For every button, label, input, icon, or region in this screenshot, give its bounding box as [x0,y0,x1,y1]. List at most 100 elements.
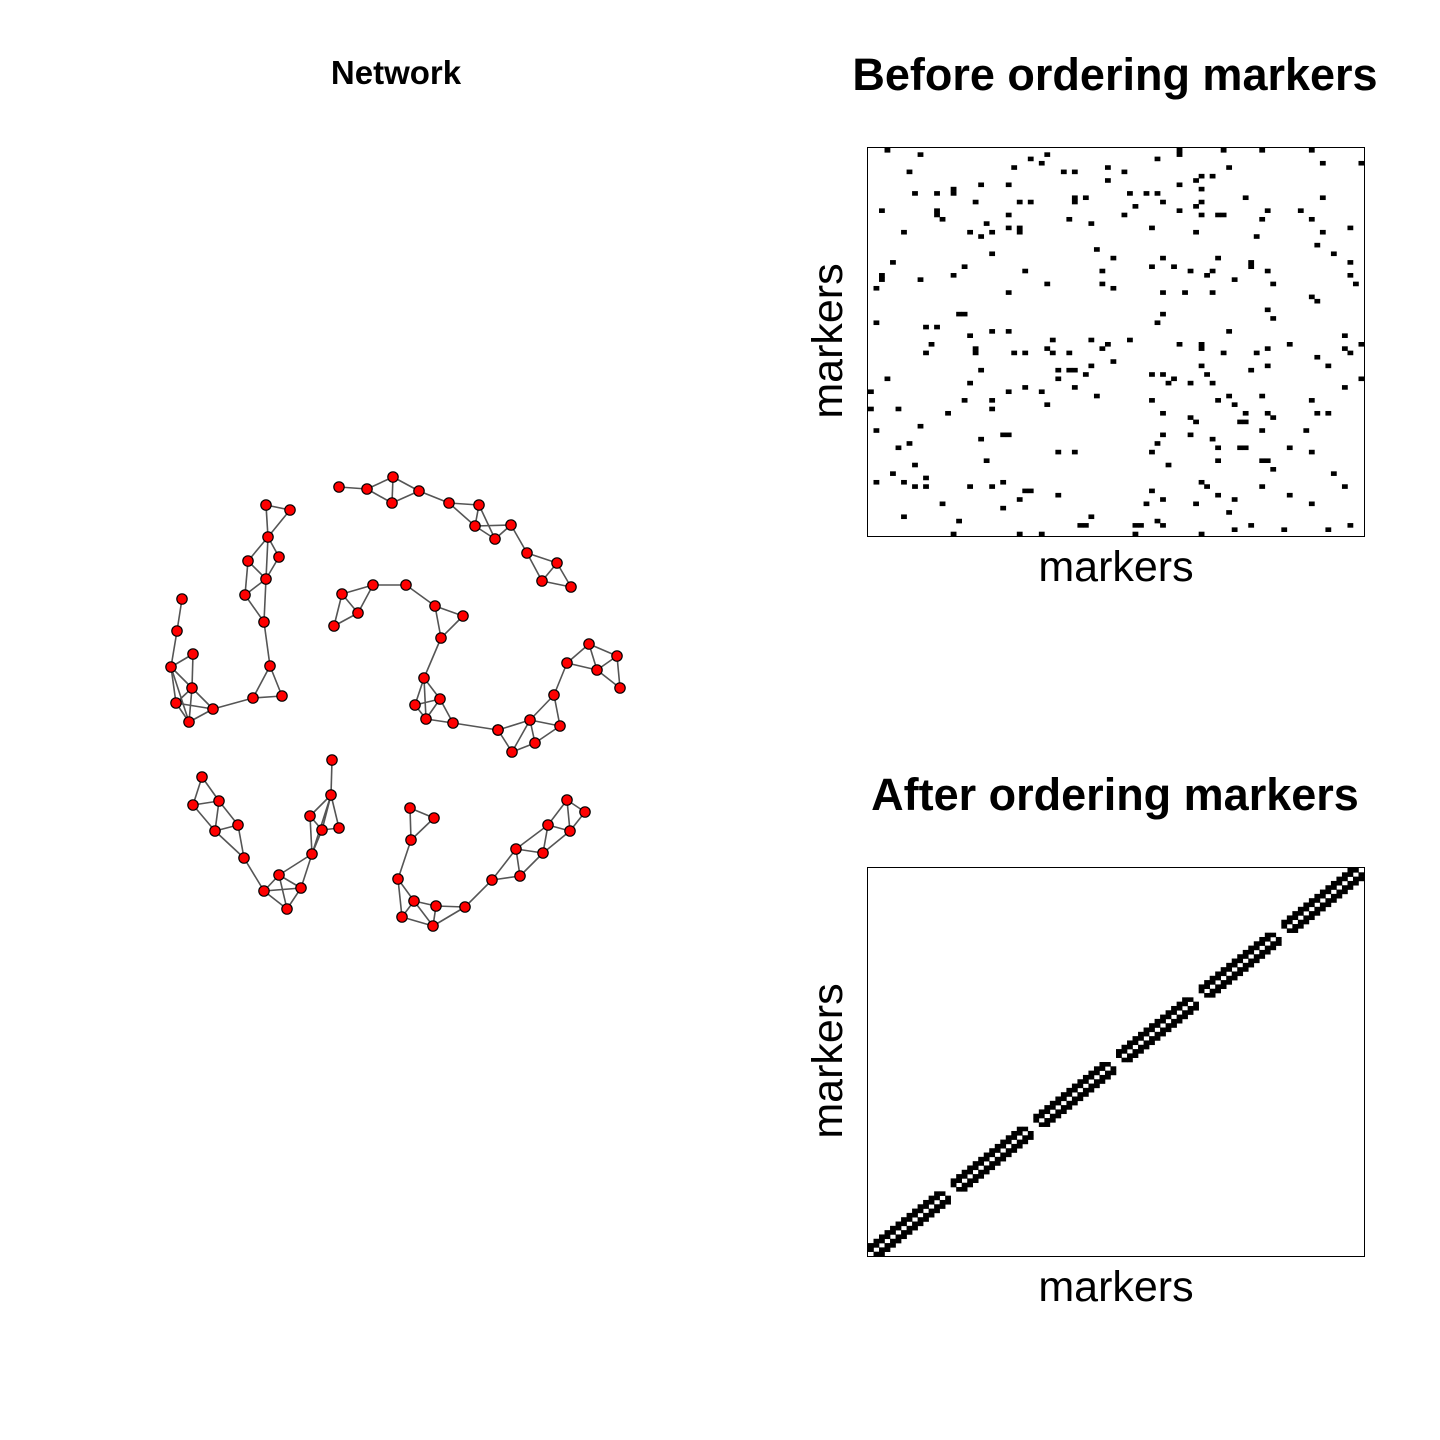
heatmap-cell [1325,889,1332,895]
heatmap-cell [1016,229,1023,235]
heatmap-cell [1259,949,1266,955]
heatmap-cell [1160,311,1166,317]
heatmap-cell [1358,160,1365,166]
heatmap-cell [1138,1031,1144,1037]
heatmap-cell [1253,954,1260,959]
heatmap-cell [1060,169,1067,175]
heatmap-cell [1066,216,1073,222]
heatmap-cell [1121,1057,1128,1063]
heatmap-cell [1215,255,1222,261]
network-graph [165,471,626,932]
heatmap-cell [1099,1079,1106,1084]
heatmap-cell [873,285,880,291]
heatmap-cell [1154,191,1161,196]
heatmap-cell [989,1161,996,1166]
heatmap-cell [978,1174,985,1179]
heatmap-cell [901,1217,907,1222]
network-node [551,557,563,569]
network-node [396,911,408,923]
heatmap-cell [1082,523,1089,528]
heatmap-cell [1055,492,1062,498]
network-node [447,717,459,729]
heatmap-cell [1209,436,1216,442]
heatmap-cell [1022,1139,1029,1145]
heatmap-cell [1248,949,1255,955]
network-node [262,531,274,543]
heatmap-cell [1077,1083,1084,1089]
network-edge [511,719,531,753]
heatmap-cell [1138,523,1144,528]
heatmap-cell [1000,1152,1007,1158]
network-edge [397,839,412,880]
heatmap-cell [917,1221,924,1227]
heatmap-cell [989,1152,996,1158]
network-node [207,703,219,715]
heatmap-cell [1220,971,1227,977]
heatmap-cell [1116,1049,1122,1054]
heatmap-cell [1341,346,1348,351]
heatmap-cell [1226,510,1233,515]
heatmap-cell [1049,1105,1056,1110]
heatmap-cell [1171,1018,1177,1024]
network-node [537,847,549,859]
heatmap-cell [1038,160,1045,166]
heatmap-cell [1259,941,1266,946]
heatmap-cell [1027,488,1034,494]
heatmap-cell [1297,924,1304,929]
heatmap-cell [1082,195,1089,201]
heatmap-cell [1154,1036,1161,1041]
network-node [187,799,199,811]
heatmap-cell [1038,389,1045,395]
heatmap-cell [895,1234,902,1240]
heatmap-cell [994,1143,1001,1149]
heatmap-cell [1022,1126,1029,1132]
after-plot-frame [867,867,1365,1257]
network-node [171,625,183,637]
heatmap-cell [1204,484,1210,489]
heatmap-cell [1121,1044,1128,1050]
heatmap-cell [961,398,968,403]
heatmap-cell [1297,208,1304,213]
heatmap-cell [1132,204,1139,209]
network-node [333,481,345,493]
heatmap-cell [1319,160,1326,166]
heatmap-cell [1127,1053,1133,1058]
heatmap-cell [1242,419,1249,425]
heatmap-cell [1011,1130,1018,1136]
heatmap-cell [1253,941,1260,946]
heatmap-cell [1193,501,1199,507]
heatmap-cell [895,406,902,412]
network-node [367,579,379,591]
heatmap-cell [1341,484,1348,489]
heatmap-cell [1308,449,1315,455]
heatmap-cell [1319,229,1326,235]
heatmap-cell [1171,1023,1177,1028]
heatmap-cell [1071,1083,1078,1089]
heatmap-cell [972,346,979,351]
network-edge [170,630,178,668]
heatmap-cell [912,1221,918,1227]
network-node [276,690,288,702]
heatmap-cell [1160,497,1166,502]
heatmap-cell [1319,893,1326,899]
heatmap-cell [1226,393,1233,399]
heatmap-cell [1358,376,1365,382]
heatmap-cell [1149,1023,1155,1028]
network-node [258,885,270,897]
heatmap-cell [1005,212,1012,218]
heatmap-cell [928,1212,935,1218]
heatmap-cell [950,191,957,196]
network-node [548,689,560,701]
network-node [186,682,198,694]
heatmap-cell [945,410,951,416]
network-edge [243,857,265,892]
heatmap-cell [1033,1118,1040,1123]
heatmap-cell [1088,1083,1095,1089]
heatmap-cell [1160,290,1166,295]
heatmap-cell [1066,1100,1073,1106]
network-node [492,724,504,736]
network-node [333,822,345,834]
network-node [238,852,250,864]
heatmap-cell [1341,885,1348,890]
heatmap-cell [1220,984,1227,990]
